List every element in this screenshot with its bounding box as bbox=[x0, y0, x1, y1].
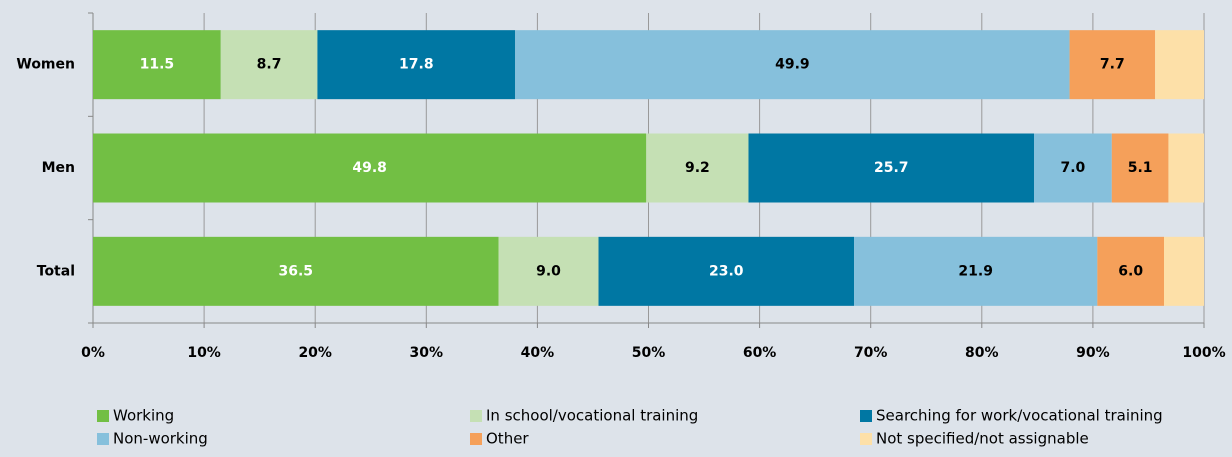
data-label: 5.1 bbox=[1128, 160, 1153, 176]
x-tick-label: 20% bbox=[298, 345, 332, 361]
legend-label: Other bbox=[486, 430, 529, 448]
data-label: 8.7 bbox=[257, 57, 282, 73]
data-label: 6.0 bbox=[1118, 263, 1143, 279]
bar-segment bbox=[598, 236, 855, 306]
legend-label: Searching for work/vocational training bbox=[876, 407, 1163, 425]
data-label: 17.8 bbox=[399, 57, 434, 73]
bar-segment bbox=[1034, 133, 1112, 203]
x-tick-label: 40% bbox=[521, 345, 555, 361]
x-tick-label: 30% bbox=[410, 345, 444, 361]
bar-segment bbox=[1111, 133, 1169, 203]
x-tick-label: 80% bbox=[965, 345, 999, 361]
y-tick-label: Men bbox=[42, 160, 75, 176]
x-tick-label: 70% bbox=[854, 345, 888, 361]
data-label: 36.5 bbox=[278, 263, 313, 279]
data-label: 11.5 bbox=[140, 57, 175, 73]
data-label: 9.2 bbox=[685, 160, 710, 176]
legend-label: Not specified/not assignable bbox=[876, 430, 1089, 448]
data-label: 49.9 bbox=[775, 57, 810, 73]
bar-segment bbox=[1155, 30, 1204, 100]
data-label: 25.7 bbox=[874, 160, 909, 176]
bar-segment bbox=[93, 133, 647, 203]
bar-segment bbox=[748, 133, 1035, 203]
legend-swatch bbox=[470, 410, 482, 422]
x-tick-label: 10% bbox=[187, 345, 221, 361]
data-label: 49.8 bbox=[352, 160, 387, 176]
bar-segment bbox=[646, 133, 749, 203]
legend-label: Working bbox=[113, 407, 174, 425]
y-tick-label: Total bbox=[37, 263, 75, 279]
bar-segment bbox=[854, 236, 1098, 306]
legend-label: In school/vocational training bbox=[486, 407, 698, 425]
legend-label: Non-working bbox=[113, 430, 208, 448]
data-label: 23.0 bbox=[709, 263, 744, 279]
bar-segment bbox=[1069, 30, 1156, 100]
data-label: 9.0 bbox=[536, 263, 561, 279]
data-label: 21.9 bbox=[958, 263, 993, 279]
x-tick-label: 60% bbox=[743, 345, 777, 361]
x-tick-label: 90% bbox=[1076, 345, 1110, 361]
x-tick-label: 100% bbox=[1182, 345, 1225, 361]
data-label: 7.0 bbox=[1060, 160, 1085, 176]
x-tick-label: 0% bbox=[81, 345, 105, 361]
bar-segment bbox=[317, 30, 516, 100]
bar-segment bbox=[93, 30, 221, 100]
y-tick-label: Women bbox=[16, 57, 75, 73]
bar-segment bbox=[1164, 236, 1204, 306]
bar-segment bbox=[220, 30, 318, 100]
legend-swatch bbox=[97, 410, 109, 422]
data-label: 7.7 bbox=[1100, 57, 1125, 73]
bar-segment bbox=[515, 30, 1070, 100]
legend-swatch bbox=[860, 410, 872, 422]
bar-segment bbox=[498, 236, 599, 306]
bar-segment bbox=[1168, 133, 1204, 203]
legend-swatch bbox=[860, 433, 872, 445]
bar-segment bbox=[1097, 236, 1165, 306]
legend-swatch bbox=[470, 433, 482, 445]
bar-segment bbox=[93, 236, 499, 306]
x-tick-label: 50% bbox=[632, 345, 666, 361]
legend-swatch bbox=[97, 433, 109, 445]
